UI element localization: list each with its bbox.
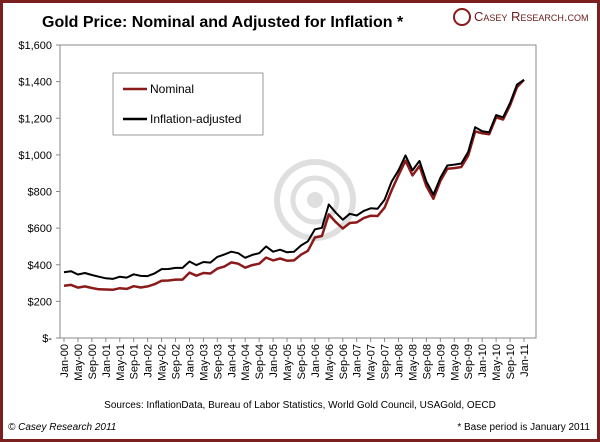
y-tick-label: $1,000: [18, 150, 52, 162]
x-tick-label: May-01: [115, 344, 127, 381]
y-tick-label: $200: [28, 296, 52, 308]
x-tick-label: May-02: [157, 344, 169, 381]
series-line: [63, 78, 525, 292]
x-tick-label: Sep-01: [129, 344, 141, 379]
x-tick-label: Sep-02: [171, 344, 183, 379]
logo-icon: [453, 8, 471, 26]
y-tick-label: $1,400: [18, 77, 52, 89]
legend-label: Nominal: [150, 82, 194, 96]
x-tick-label: May-10: [491, 344, 503, 381]
x-tick-label: Sep-06: [338, 344, 350, 379]
footnote: * Base period is January 2011: [457, 422, 590, 433]
chart-title: Gold Price: Nominal and Adjusted for Inf…: [42, 14, 404, 31]
x-tick-label: Sep-10: [505, 344, 517, 379]
x-tick-label: Jan-01: [101, 344, 113, 378]
y-tick-label: $600: [28, 223, 52, 235]
source: Sources: InflationData, Bureau of Labor …: [104, 400, 496, 411]
x-tick-label: Jan-07: [352, 344, 364, 378]
x-tick-label: May-06: [324, 344, 336, 381]
x-tick-label: Jan-10: [477, 344, 489, 378]
x-tick-label: Jan-05: [268, 344, 280, 378]
y-tick-label: $1,600: [18, 40, 52, 52]
x-tick-label: May-04: [240, 344, 252, 381]
copyright: © Casey Research 2011: [8, 422, 116, 433]
x-tick-label: Sep-04: [254, 344, 266, 379]
x-tick-label: Jan-03: [184, 344, 196, 378]
x-tick-label: Sep-03: [212, 344, 224, 379]
x-tick-label: May-03: [198, 344, 210, 381]
x-tick-label: Jan-09: [435, 344, 447, 378]
x-tick-label: Sep-05: [296, 344, 308, 379]
y-tick-label: $800: [28, 187, 52, 199]
x-tick-label: May-09: [449, 344, 461, 381]
x-tick-label: Jan-02: [143, 344, 155, 378]
x-tick-label: May-08: [407, 344, 419, 381]
brand: Casey Research.com: [474, 9, 589, 24]
legend-box: [112, 72, 264, 136]
x-tick-label: Sep-00: [87, 344, 99, 379]
x-tick-label: Sep-07: [380, 344, 392, 379]
x-tick-label: Jan-08: [394, 344, 406, 378]
y-tick-label: $-: [42, 333, 52, 345]
y-tick-label: $1,200: [18, 113, 52, 125]
x-tick-label: May-07: [366, 344, 378, 381]
x-tick-label: Jan-06: [310, 344, 322, 378]
series-line: [63, 78, 525, 280]
x-tick-label: Jan-04: [226, 344, 238, 378]
x-tick-label: Jan-11: [519, 344, 531, 377]
y-tick-label: $400: [28, 260, 52, 272]
x-tick-label: Sep-08: [421, 344, 433, 379]
x-tick-label: May-05: [282, 344, 294, 381]
x-tick-label: May-00: [73, 344, 85, 381]
x-tick-label: Sep-09: [463, 344, 475, 379]
legend-label: Inflation-adjusted: [150, 112, 241, 126]
x-tick-label: Jan-00: [59, 344, 71, 378]
